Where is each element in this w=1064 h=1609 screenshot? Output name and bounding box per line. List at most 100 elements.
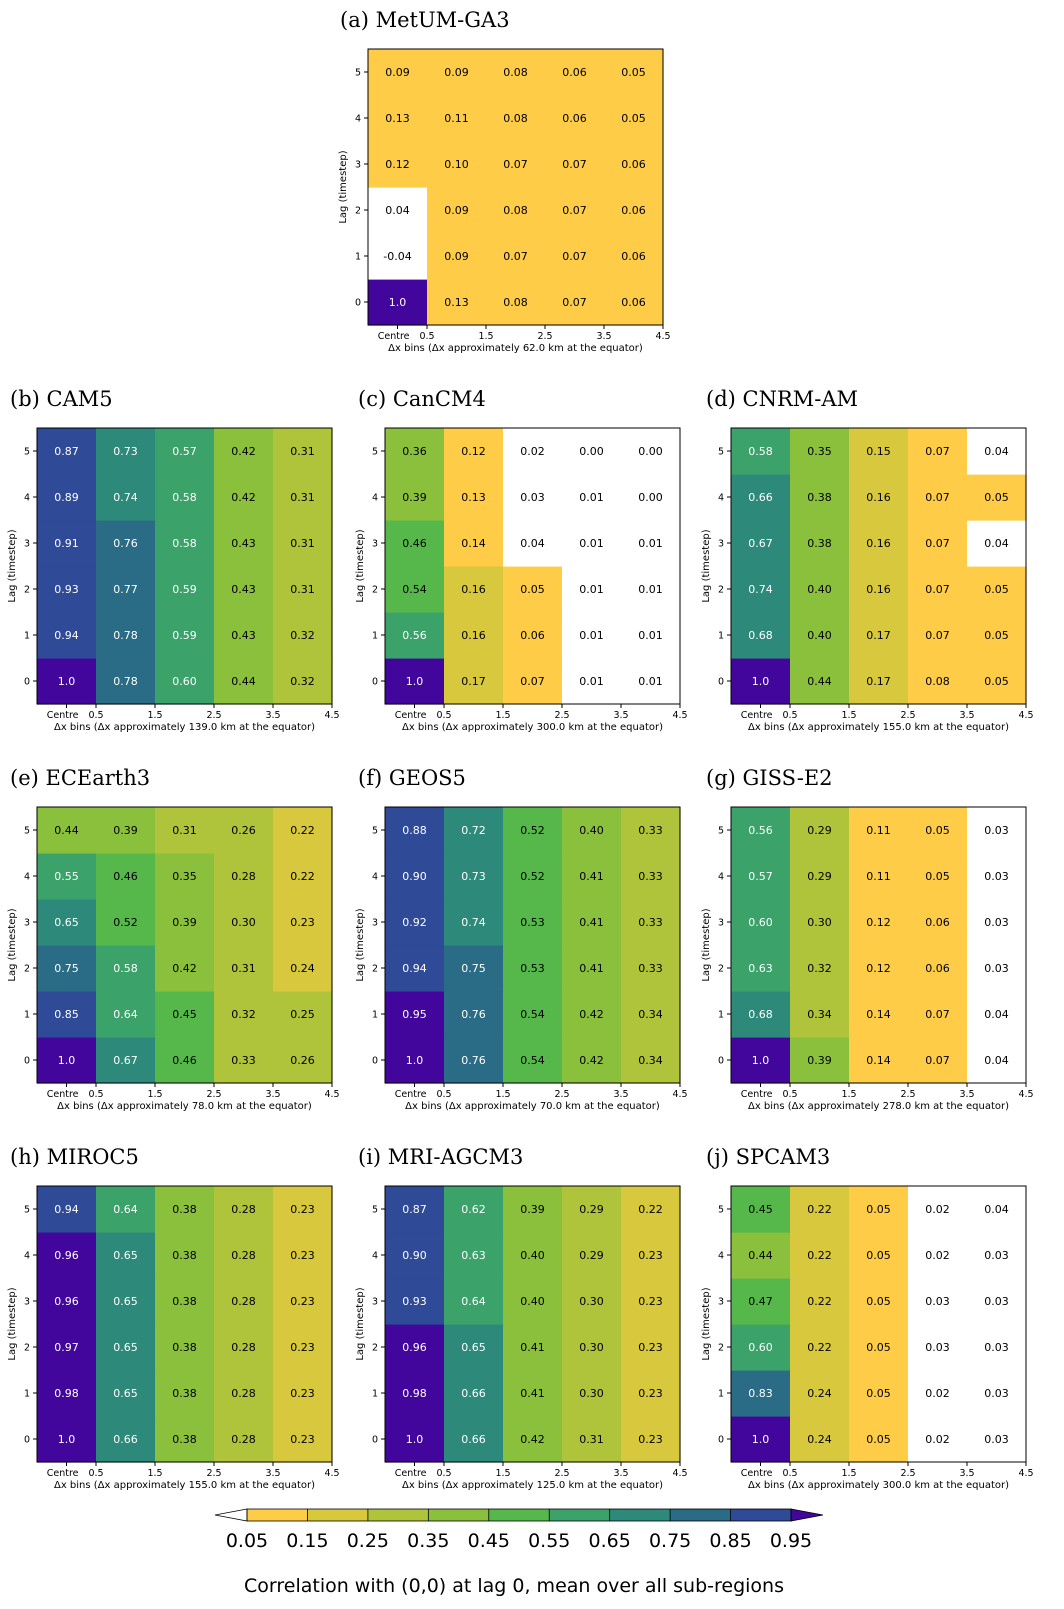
plot-frame (384, 806, 681, 1084)
heatmap-cell (444, 1416, 504, 1463)
heatmap-cell (790, 1186, 850, 1233)
heatmap-cell (562, 612, 622, 659)
x-tick-label: 4.5 (672, 710, 687, 721)
y-axis-label: Lag (timestep) (701, 529, 712, 602)
heatmap-cell (273, 807, 333, 854)
cell-value-label: 0.23 (290, 1387, 315, 1400)
x-tick-label: 0.5 (436, 1468, 451, 1479)
cell-value-label: 0.01 (638, 629, 663, 642)
cell-value-label: 0.64 (113, 1008, 138, 1021)
cell-value-label: 0.29 (807, 870, 832, 883)
heatmap-cell (273, 520, 333, 567)
cell-value-label: 0.59 (172, 629, 197, 642)
cell-value-label: 0.90 (402, 1249, 427, 1262)
cell-value-label: 0.16 (461, 629, 486, 642)
heatmap-cell (385, 807, 445, 854)
heatmap-cell (214, 428, 274, 475)
cell-value-label: 0.78 (113, 629, 138, 642)
cell-value-label: 0.41 (579, 962, 604, 975)
plot-frame (384, 1185, 681, 1463)
heatmap-cell (849, 991, 909, 1038)
cell-value-label: 0.33 (638, 824, 663, 837)
heatmap-cell (155, 520, 215, 567)
heatmap-cell (273, 853, 333, 900)
heatmap-cell (214, 1037, 274, 1084)
y-tick-label: 3 (24, 539, 30, 550)
heatmap-cell (96, 991, 156, 1038)
cell-value-label: 0.94 (54, 629, 79, 642)
heatmap-cell (368, 49, 428, 96)
y-tick-label: 2 (718, 585, 724, 596)
cell-value-label: 0.06 (621, 250, 646, 263)
x-tick-label: 0.5 (782, 710, 797, 721)
heatmap-cell (444, 1370, 504, 1417)
x-tick-label: 3.5 (959, 710, 974, 721)
cell-value-label: 0.64 (461, 1295, 486, 1308)
colorbar-segment (428, 1509, 490, 1521)
heatmap-cell (731, 658, 791, 705)
heatmap-cell (562, 991, 622, 1038)
cell-value-label: 0.32 (290, 629, 315, 642)
y-axis-label: Lag (timestep) (338, 150, 349, 223)
cell-value-label: 0.32 (807, 962, 832, 975)
heatmap-cell (368, 187, 428, 234)
cell-value-label: 0.08 (503, 112, 528, 125)
heatmap-cell (368, 95, 428, 142)
heatmap-cell (444, 658, 504, 705)
cell-value-label: 0.52 (520, 824, 545, 837)
x-tick-label: Centre (47, 1089, 79, 1100)
y-tick-label: 2 (24, 1343, 30, 1354)
cell-value-label: 0.22 (638, 1203, 663, 1216)
cell-value-label: 0.85 (54, 1008, 79, 1021)
cell-value-label: 0.25 (290, 1008, 315, 1021)
heatmap-cell (908, 612, 968, 659)
y-tick-label: 5 (718, 447, 724, 458)
heatmap-cell (444, 520, 504, 567)
cell-value-label: 0.23 (638, 1387, 663, 1400)
heatmap-cell (155, 474, 215, 521)
colorbar-segment (247, 1509, 308, 1521)
cell-value-label: 0.93 (402, 1295, 427, 1308)
cell-value-label: 1.0 (752, 1433, 770, 1446)
heatmap-cell (96, 658, 156, 705)
cell-value-label: 0.23 (638, 1295, 663, 1308)
cell-value-label: 0.30 (579, 1295, 604, 1308)
heatmap-cell (385, 1370, 445, 1417)
cell-value-label: 0.39 (807, 1054, 832, 1067)
cell-value-label: 0.23 (290, 1295, 315, 1308)
cell-value-label: 0.05 (984, 583, 1009, 596)
cell-value-label: 0.44 (748, 1249, 773, 1262)
heatmap-cell (967, 658, 1027, 705)
heatmap-cell (908, 1370, 968, 1417)
cell-value-label: 0.44 (54, 824, 79, 837)
cell-value-label: 0.38 (172, 1295, 197, 1308)
heatmap-cell (444, 474, 504, 521)
cell-value-label: 0.12 (866, 916, 891, 929)
x-tick-label: 2.5 (900, 1089, 915, 1100)
heatmap-cell (849, 520, 909, 567)
cell-value-label: 0.90 (402, 870, 427, 883)
heatmap-cell (790, 945, 850, 992)
cell-value-label: 0.04 (984, 1008, 1009, 1021)
heatmap-cell (155, 853, 215, 900)
heatmap-cell (790, 1278, 850, 1325)
colorbar-tick-label: 0.15 (286, 1530, 328, 1552)
heatmap-cell (790, 566, 850, 613)
y-tick-label: 0 (372, 1056, 378, 1067)
cell-value-label: 0.96 (402, 1341, 427, 1354)
cell-value-label: 0.29 (807, 824, 832, 837)
y-tick-label: 3 (372, 918, 378, 929)
cell-value-label: 0.38 (807, 537, 832, 550)
plot-frame (36, 427, 333, 705)
y-tick-label: 4 (718, 872, 724, 883)
cell-value-label: 0.23 (290, 1341, 315, 1354)
heatmap-cell (849, 1416, 909, 1463)
cell-value-label: 0.42 (231, 491, 256, 504)
heatmap-cell (385, 520, 445, 567)
cell-value-label: 0.38 (172, 1341, 197, 1354)
y-tick-label: 3 (372, 539, 378, 550)
heatmap-cell (790, 1324, 850, 1371)
heatmap-cell (790, 853, 850, 900)
